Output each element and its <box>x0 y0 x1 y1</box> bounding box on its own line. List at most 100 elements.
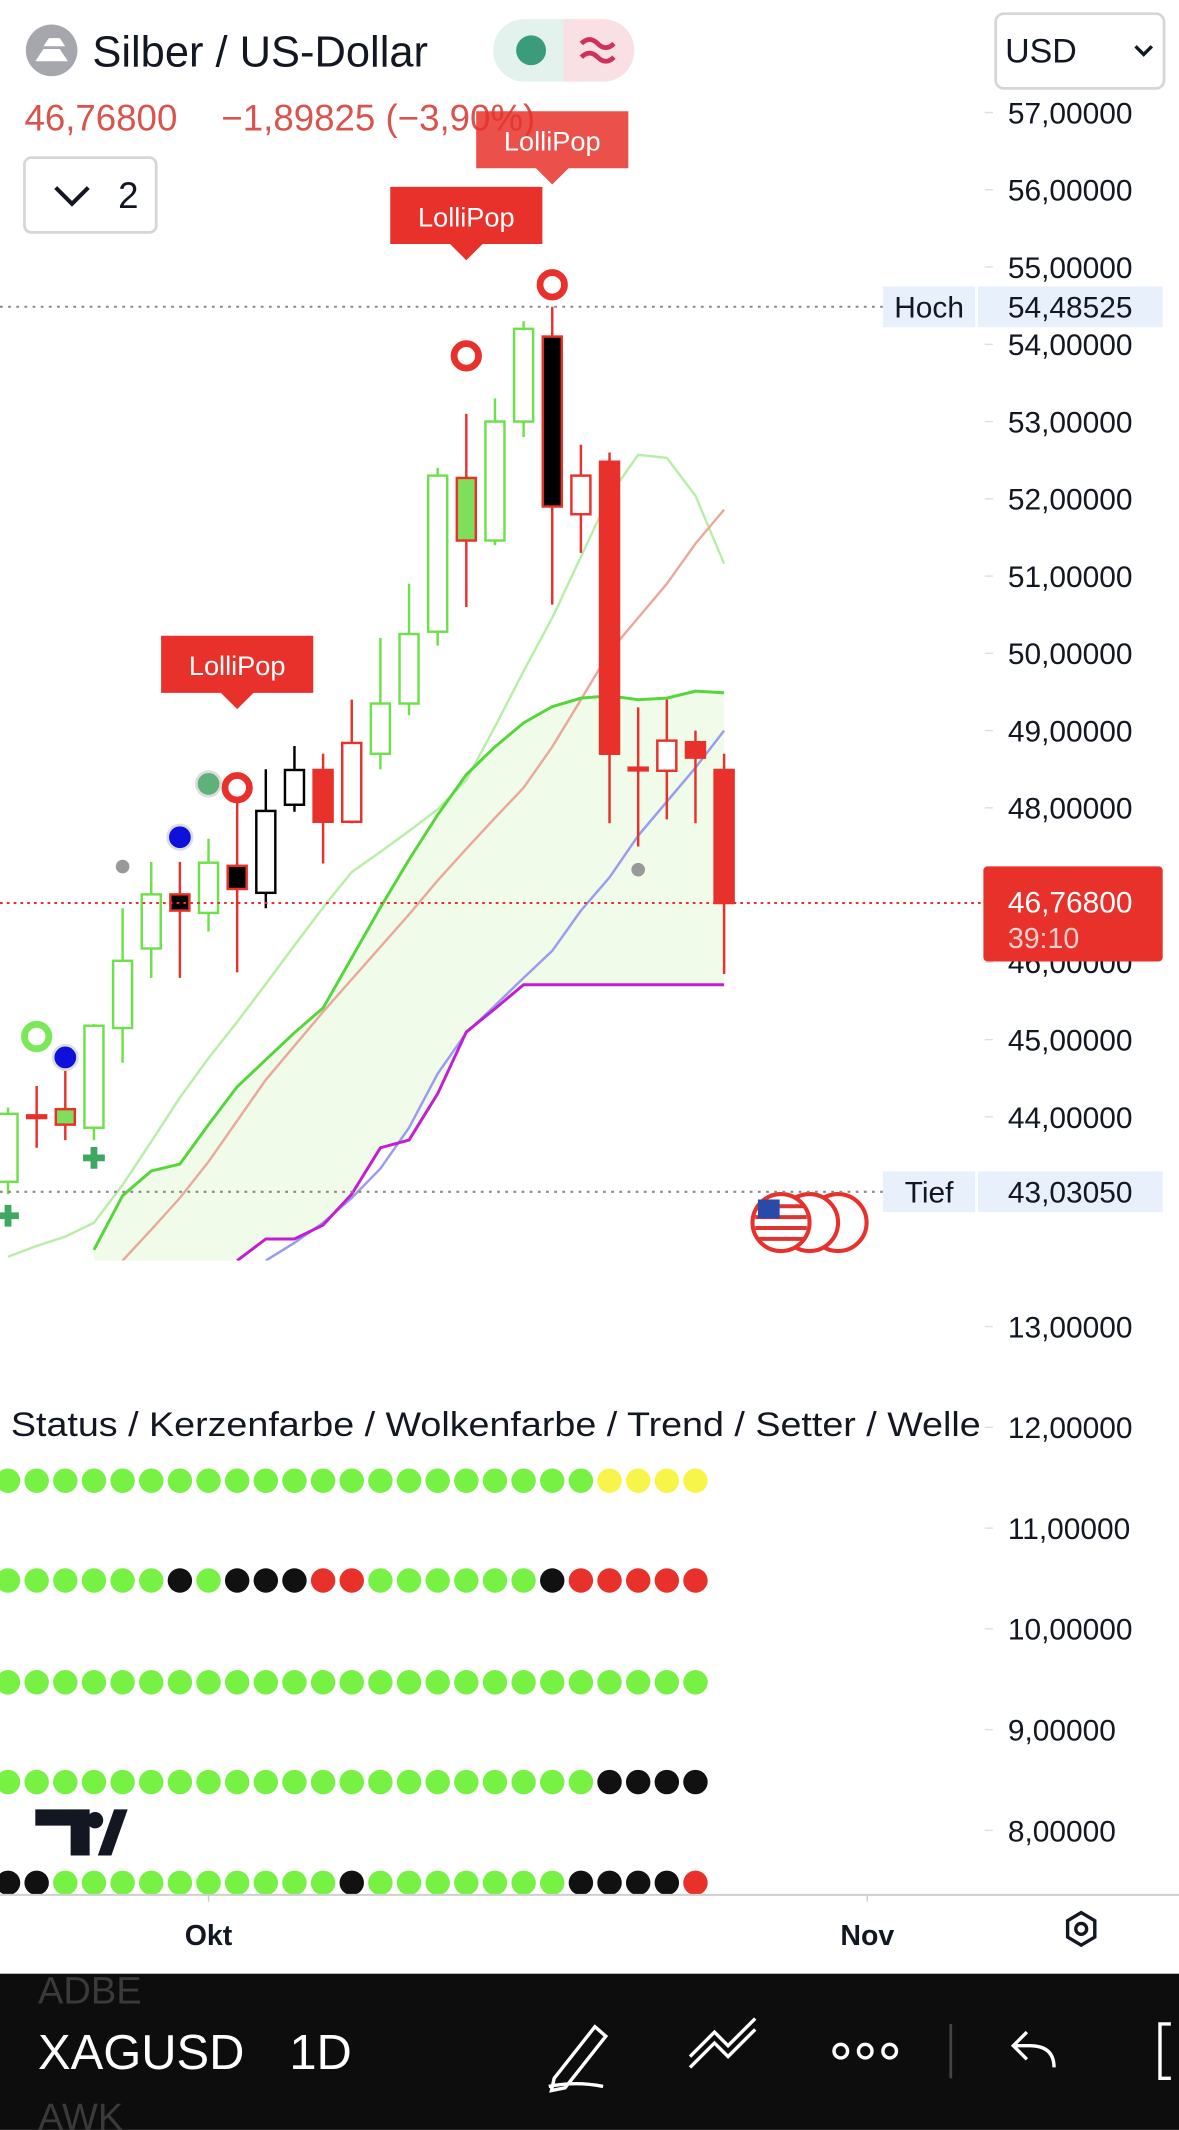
signal-plus <box>0 1204 19 1227</box>
annotation-box <box>476 111 629 185</box>
settings-icon[interactable] <box>1065 1910 1097 1948</box>
status-dot <box>396 1468 422 1493</box>
status-dot <box>167 1468 193 1493</box>
y-tick-label: 54,00000 <box>1008 329 1133 362</box>
status-dot <box>24 1769 49 1795</box>
signal-dot <box>194 770 223 798</box>
y-tick-label: 57,00000 <box>1008 97 1133 130</box>
status-dot <box>224 1870 250 1895</box>
candle-body <box>484 420 506 542</box>
y-tick-label: 55,00000 <box>1008 252 1133 285</box>
time-axis: Okt Nov <box>185 1894 894 1952</box>
interval[interactable]: 1D <box>289 2026 351 2080</box>
status-dot <box>540 1670 565 1695</box>
status-dot <box>368 1769 393 1795</box>
toolbar <box>0 1973 1179 2130</box>
status-dot <box>282 1568 307 1593</box>
draw-icon[interactable] <box>548 2024 609 2093</box>
status-pill-half <box>563 19 635 82</box>
candle-body <box>426 474 449 633</box>
status-dot <box>196 1568 221 1593</box>
event-flags[interactable] <box>750 1192 869 1254</box>
status-dot <box>568 1468 594 1493</box>
status-dot <box>368 1670 393 1695</box>
signal-dot <box>51 1043 79 1071</box>
low-tag-label: Tief <box>905 1177 954 1210</box>
y-tick-label: 12,00000 <box>1008 1412 1133 1445</box>
status-dot <box>454 1468 479 1493</box>
status-dot <box>625 1568 651 1593</box>
status-dot <box>167 1670 193 1695</box>
y-tick-label: 51,00000 <box>1008 561 1133 594</box>
candle-body <box>541 335 563 508</box>
more-icon[interactable] <box>832 2042 899 2060</box>
status-dot <box>282 1769 307 1795</box>
status-dot <box>597 1568 622 1593</box>
fullscreen-icon[interactable] <box>1158 2022 1171 2080</box>
status-dot <box>625 1468 651 1493</box>
status-dot <box>454 1870 479 1895</box>
status-dot <box>568 1568 594 1593</box>
status-dot <box>81 1670 107 1695</box>
status-dot <box>654 1670 680 1695</box>
candle-body <box>197 861 220 915</box>
status-dot <box>224 1468 250 1493</box>
settings-icon-core <box>1074 1921 1089 1937</box>
status-dot <box>540 1568 565 1593</box>
high-tag-bg <box>882 286 976 328</box>
status-dot <box>282 1468 307 1493</box>
countdown: 39:10 <box>1008 923 1079 955</box>
status-dot <box>482 1870 508 1895</box>
status-dot <box>396 1769 422 1795</box>
high-value-label: 54,48525 <box>1008 292 1133 325</box>
status-dot <box>0 1870 21 1895</box>
status-dot <box>425 1568 450 1593</box>
title[interactable]: Silber / US-Dollar <box>92 29 428 77</box>
y-tick-label: 52,00000 <box>1008 484 1133 517</box>
watchlist-next[interactable]: AWK <box>38 2097 123 2130</box>
status-dot <box>568 1870 594 1895</box>
status-dot <box>540 1468 565 1493</box>
status-dot <box>654 1568 680 1593</box>
y-tick-label: 9,00000 <box>1008 1715 1116 1748</box>
status-dot <box>625 1670 651 1695</box>
status-dot <box>110 1769 135 1795</box>
status-dot <box>253 1568 279 1593</box>
status-dot <box>224 1670 250 1695</box>
status-dot <box>139 1568 164 1593</box>
low-value-label: 43,03050 <box>1008 1177 1133 1210</box>
undo-icon[interactable] <box>1010 2030 1056 2068</box>
status-dot <box>253 1468 279 1493</box>
indicator-count: 2 <box>118 175 138 216</box>
drawings-icon[interactable] <box>688 2017 757 2069</box>
chevron <box>54 186 90 207</box>
candle-body <box>455 476 478 542</box>
y-tick-label: 10,00000 <box>1008 1614 1133 1647</box>
current-price-tag <box>983 866 1163 962</box>
status-dot <box>110 1568 135 1593</box>
status-dot <box>224 1769 250 1795</box>
status-dot <box>339 1769 364 1795</box>
header: Silber / US-Dollar USD 46,76800 −1,89825… <box>23 12 1166 234</box>
y-tick-label: 13,00000 <box>1008 1311 1133 1344</box>
watchlist-prev[interactable]: ADBE <box>38 1971 142 2013</box>
logo[interactable] <box>35 1809 128 1856</box>
status-dot <box>482 1468 508 1493</box>
annotation-box <box>390 186 543 261</box>
signal-dot <box>115 859 130 874</box>
status-dot <box>482 1568 508 1593</box>
symbol-icon-bars <box>35 38 68 62</box>
candle-body <box>25 1114 48 1120</box>
candle-body <box>398 632 420 705</box>
indicator-toggle[interactable] <box>23 156 158 234</box>
candle-body <box>512 327 535 423</box>
signal-ring <box>221 772 253 804</box>
status-dot <box>511 1769 536 1795</box>
symbol[interactable]: XAGUSD <box>38 2026 244 2080</box>
currency-select[interactable] <box>994 12 1166 90</box>
status-dot <box>310 1769 336 1795</box>
status-dot <box>683 1670 708 1695</box>
status-dot <box>139 1769 164 1795</box>
chevron <box>1134 45 1154 57</box>
